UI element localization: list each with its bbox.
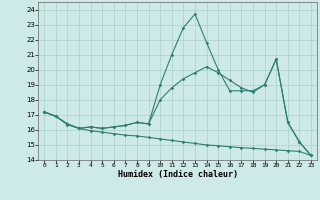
X-axis label: Humidex (Indice chaleur): Humidex (Indice chaleur) — [118, 170, 238, 179]
